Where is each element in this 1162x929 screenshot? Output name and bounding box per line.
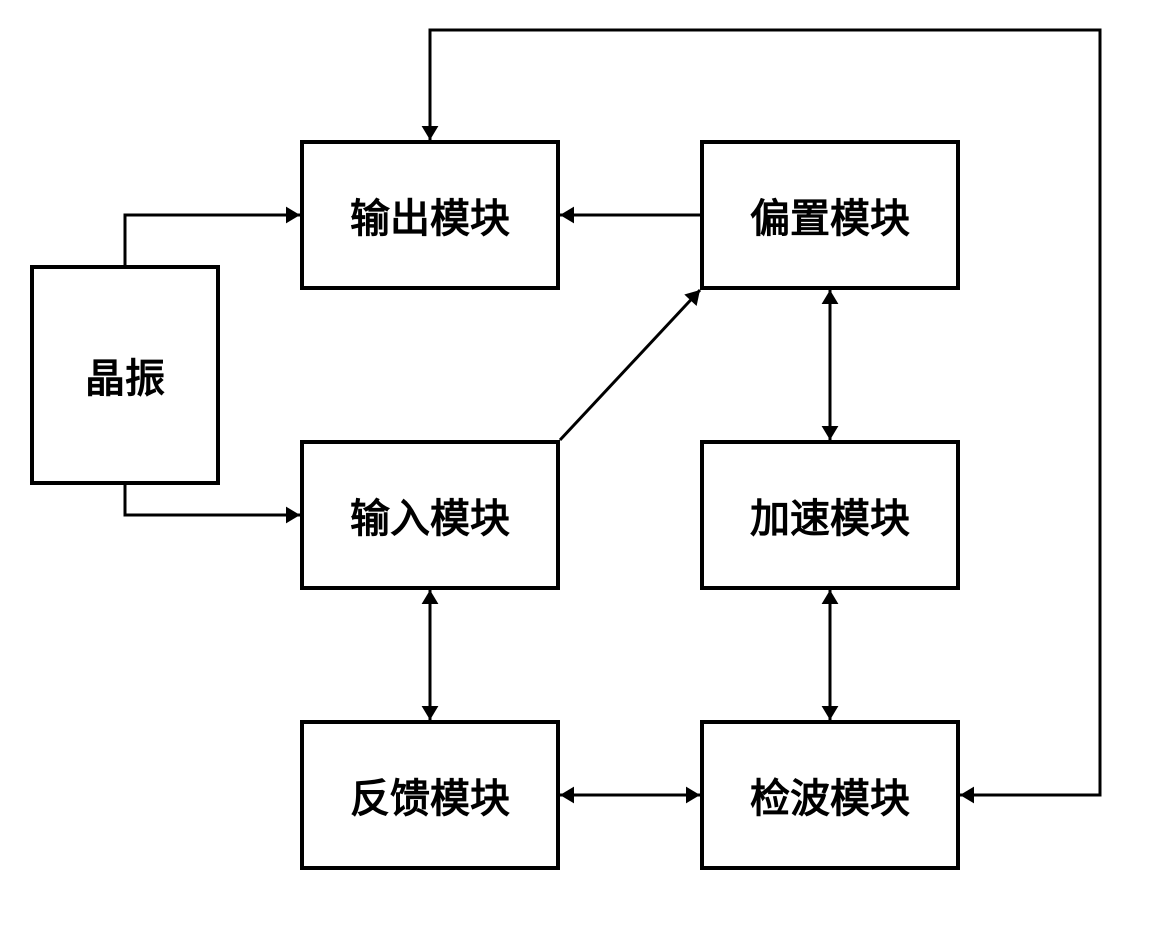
edge-input-bias xyxy=(560,290,700,440)
arrowhead xyxy=(286,507,300,524)
edge-crystal-input xyxy=(125,485,300,515)
node-label-crystal: 晶振 xyxy=(85,346,165,404)
arrowhead xyxy=(560,207,574,224)
arrowhead xyxy=(822,426,839,440)
node-detect: 检波模块 xyxy=(700,720,960,870)
arrowhead xyxy=(286,207,300,224)
node-input: 输入模块 xyxy=(300,440,560,590)
arrowhead xyxy=(560,787,574,804)
arrowhead xyxy=(686,787,700,804)
arrowhead xyxy=(960,787,974,804)
arrowhead xyxy=(422,126,439,140)
arrowhead xyxy=(684,290,700,306)
arrowhead xyxy=(822,706,839,720)
node-label-input: 输入模块 xyxy=(350,486,510,544)
arrowhead xyxy=(822,590,839,604)
node-bias: 偏置模块 xyxy=(700,140,960,290)
arrowhead xyxy=(422,706,439,720)
diagram-container: 晶振 输出模块 偏置模块输入模块 加速模块反馈模块 检波模块 xyxy=(0,0,1162,929)
node-output: 输出模块 xyxy=(300,140,560,290)
node-label-bias: 偏置模块 xyxy=(750,186,910,244)
arrowhead xyxy=(822,290,839,304)
node-crystal: 晶振 xyxy=(30,265,220,485)
node-label-output: 输出模块 xyxy=(350,186,510,244)
node-accel: 加速模块 xyxy=(700,440,960,590)
edge-crystal-output xyxy=(125,215,300,265)
node-label-accel: 加速模块 xyxy=(750,486,910,544)
node-label-feedback: 反馈模块 xyxy=(350,766,510,824)
node-feedback: 反馈模块 xyxy=(300,720,560,870)
arrowhead xyxy=(422,590,439,604)
node-label-detect: 检波模块 xyxy=(750,766,910,824)
